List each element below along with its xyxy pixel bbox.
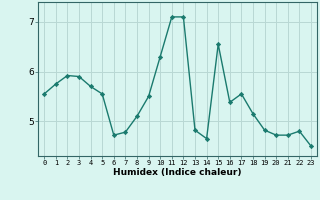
X-axis label: Humidex (Indice chaleur): Humidex (Indice chaleur): [113, 168, 242, 177]
